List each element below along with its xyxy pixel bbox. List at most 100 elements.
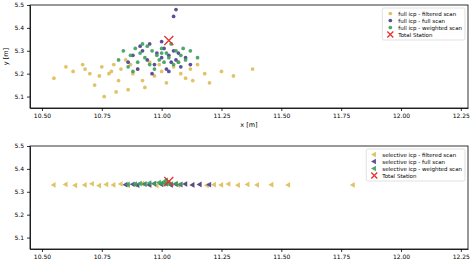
point <box>165 51 169 55</box>
plot-area <box>51 177 355 188</box>
point <box>151 181 156 187</box>
point <box>136 67 140 71</box>
point <box>181 47 185 51</box>
point <box>125 182 130 188</box>
point <box>206 182 211 188</box>
x-tick-label: 11.50 <box>273 112 290 119</box>
point <box>141 79 145 83</box>
point <box>220 70 224 74</box>
point <box>157 58 161 62</box>
point <box>160 51 164 55</box>
point <box>182 181 187 187</box>
legend-marker <box>388 12 392 16</box>
point <box>114 90 118 94</box>
series <box>52 58 254 98</box>
x-tick-label: 12.25 <box>453 112 470 119</box>
point <box>103 182 108 188</box>
point <box>174 49 178 53</box>
series <box>51 181 355 189</box>
x-tick-mark <box>42 108 43 111</box>
point <box>137 181 142 187</box>
point <box>83 67 87 71</box>
point <box>268 182 273 188</box>
panel: 10.5010.7511.0011.2511.5011.7512.0012.25… <box>2 1 470 129</box>
point <box>188 67 192 71</box>
x-tick: 12.00 <box>393 249 410 260</box>
point <box>182 181 187 187</box>
point <box>82 182 87 188</box>
x-tick-label: 11.25 <box>213 112 230 119</box>
point <box>117 58 121 62</box>
y-tick-label: 5.3 <box>14 188 24 195</box>
x-tick: 11.25 <box>213 108 230 119</box>
x-tick-label: 11.00 <box>154 112 171 119</box>
point <box>119 67 123 71</box>
point <box>118 181 123 187</box>
legend-marker <box>371 173 377 179</box>
point <box>121 49 125 53</box>
plot-area <box>52 8 254 99</box>
point <box>254 182 259 188</box>
x-tick-label: 12.00 <box>393 253 410 260</box>
point <box>235 182 240 188</box>
point <box>160 47 164 51</box>
legend-label: selective icp - weighted scan <box>382 166 462 173</box>
x-tick-mark <box>221 108 222 111</box>
y-tick-mark <box>27 192 30 193</box>
y-tick: 5.3 <box>14 188 30 195</box>
point <box>160 40 164 44</box>
point <box>126 88 130 92</box>
point <box>157 63 161 67</box>
x-tick-mark <box>341 249 342 252</box>
point <box>132 181 137 187</box>
x-tick-mark <box>162 249 163 252</box>
point <box>142 181 147 187</box>
x-axis-title: x [m] <box>240 121 257 129</box>
x-tick: 11.75 <box>333 249 350 260</box>
x-tick: 10.50 <box>34 249 51 260</box>
point <box>179 72 183 76</box>
point <box>143 86 147 90</box>
legend-marker <box>387 32 393 38</box>
x-tick-mark <box>401 249 402 252</box>
point <box>102 95 106 99</box>
y-tick-mark <box>27 74 30 75</box>
x-tick-label: 10.50 <box>34 112 51 119</box>
point <box>178 182 183 188</box>
point <box>146 180 151 186</box>
point <box>98 74 102 78</box>
point <box>126 65 130 69</box>
point <box>167 56 171 60</box>
x-tick-mark <box>221 249 222 252</box>
point <box>136 67 140 71</box>
y-tick-label: 5.2 <box>14 211 24 218</box>
y-tick-mark <box>27 28 30 29</box>
y-tick: 5.5 <box>14 1 30 8</box>
x-tick: 12.25 <box>453 249 470 260</box>
x-tick-label: 10.75 <box>94 253 111 260</box>
point <box>129 53 133 57</box>
legend-marker <box>388 26 392 30</box>
series <box>125 177 183 187</box>
x-tick-label: 11.00 <box>154 253 171 260</box>
legend-label: full icp - filtered scan <box>398 11 456 18</box>
y-tick: 5.5 <box>14 142 30 149</box>
y-tick-label: 5.4 <box>14 165 24 172</box>
point <box>71 70 75 74</box>
x-tick-mark <box>102 249 103 252</box>
point <box>162 60 166 64</box>
plot-frame <box>30 146 468 249</box>
point <box>245 182 250 188</box>
point <box>184 76 188 80</box>
point <box>167 70 171 74</box>
point <box>211 182 216 188</box>
x-tick-label: 10.50 <box>34 253 51 260</box>
point <box>285 182 290 188</box>
point <box>350 182 355 188</box>
legend-label: selective icp - filtered scan <box>382 152 456 159</box>
x-tick: 11.00 <box>154 108 171 119</box>
y-tick-label: 5.3 <box>14 47 24 54</box>
point <box>174 8 178 12</box>
point <box>164 36 173 45</box>
y-tick: 5.2 <box>14 211 30 218</box>
